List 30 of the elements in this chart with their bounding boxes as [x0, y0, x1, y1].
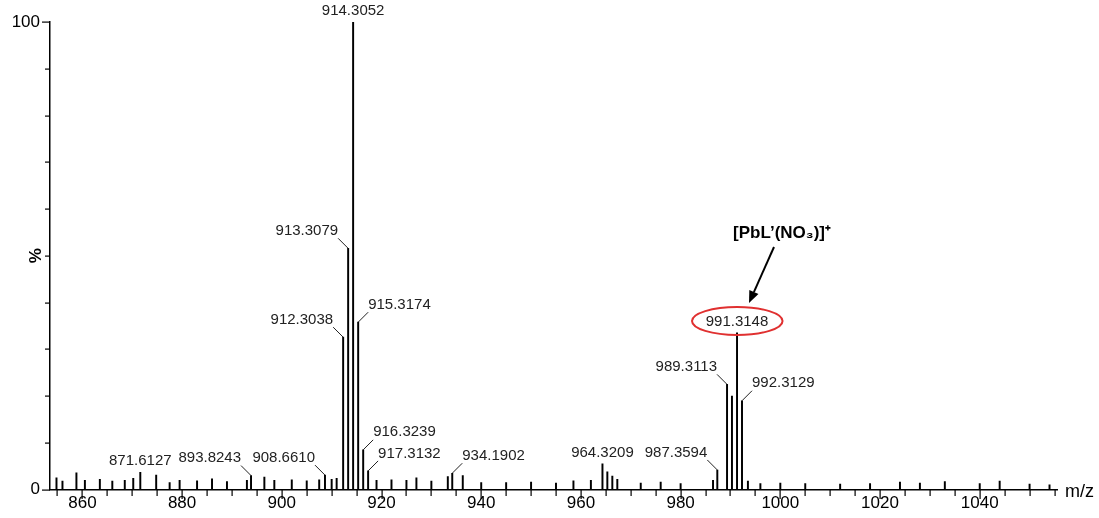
y-axis-title: %: [25, 248, 45, 264]
x-tick-label: 880: [167, 493, 197, 513]
x-tick-label: 1000: [761, 493, 800, 513]
y-tick-label: 100: [11, 11, 40, 31]
annotation: 989.3113: [655, 357, 718, 375]
x-tick-label: 940: [467, 493, 496, 513]
x-tick-label: 1040: [960, 493, 999, 513]
annotation: 914.3052: [321, 0, 385, 18]
annotation: 917.3132: [378, 443, 441, 461]
x-axis-title: m/z: [1065, 480, 1094, 501]
annotation: [PbL’(NO₃)]⁺: [733, 223, 831, 243]
y-tick-label: 0: [30, 479, 40, 499]
annotation: 987.3594: [644, 442, 708, 460]
x-tick-label: 860: [68, 493, 97, 513]
x-tick-label: 960: [566, 493, 596, 513]
annotation: 913.3079: [275, 220, 339, 238]
annotation: 908.6610: [252, 447, 315, 465]
annotation: 991.3148: [705, 311, 769, 329]
x-tick-label: 900: [267, 493, 296, 513]
x-tick-label: 980: [666, 493, 695, 513]
annotation: 893.8243: [178, 448, 242, 466]
x-tick-label: 1020: [861, 493, 899, 513]
annotation: 992.3129: [752, 373, 815, 391]
annotation: 915.3174: [368, 294, 431, 312]
annotation: 916.3239: [373, 422, 436, 440]
annotation: 934.1902: [462, 445, 525, 463]
annotation: 912.3038: [270, 309, 334, 327]
annotation: 871.6127: [109, 450, 172, 468]
x-tick-label: 920: [367, 493, 396, 513]
annotation: 964.3209: [571, 442, 634, 460]
